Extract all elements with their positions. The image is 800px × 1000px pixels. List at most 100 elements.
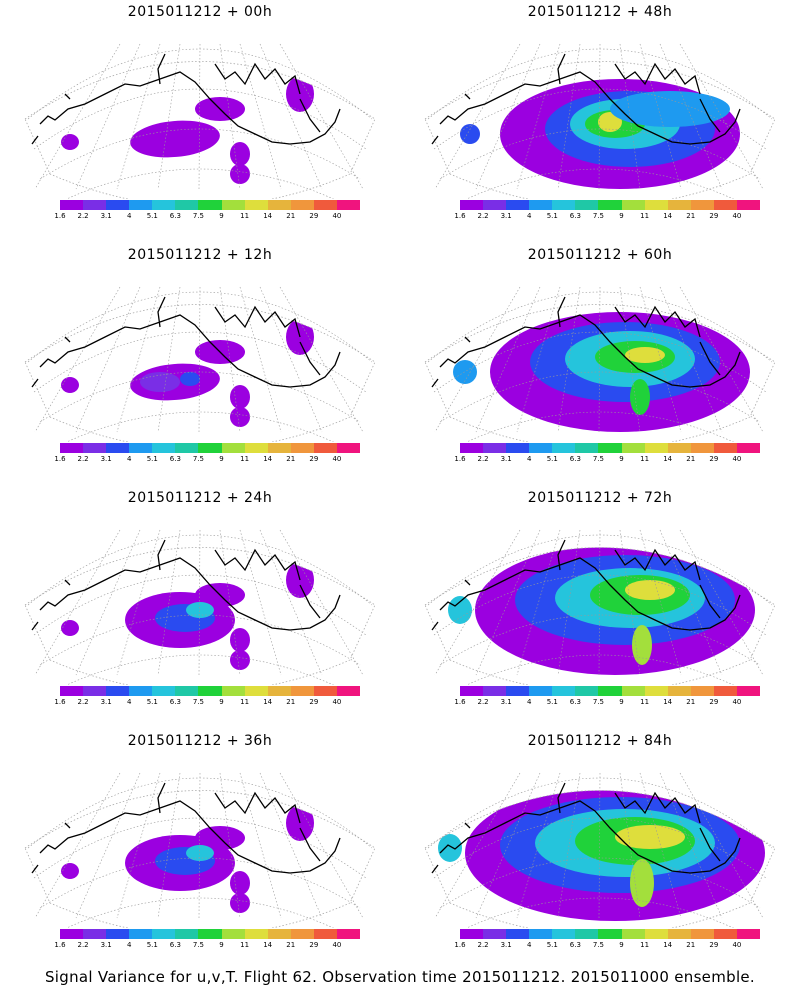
colorbar-tick-label: 14 bbox=[663, 455, 673, 463]
colorbar-swatch bbox=[736, 929, 761, 939]
colorbar-tick-label: 5.1 bbox=[546, 941, 558, 949]
coastline bbox=[31, 296, 341, 388]
panel-title: 2015011212 + 48h bbox=[527, 4, 673, 20]
colorbar-swatch bbox=[644, 200, 668, 210]
colorbar-swatch bbox=[598, 200, 622, 210]
panel-title: 2015011212 + 24h bbox=[127, 490, 273, 506]
colorbar-swatch bbox=[152, 929, 176, 939]
colorbar-swatch bbox=[336, 686, 361, 696]
colorbar-tick-label: 14 bbox=[263, 455, 273, 463]
colorbar-swatch bbox=[106, 200, 130, 210]
colorbar-tick-label: 7.5 bbox=[592, 455, 605, 463]
colorbar-swatch bbox=[598, 686, 622, 696]
map-field bbox=[424, 529, 776, 685]
colorbar-swatch bbox=[483, 929, 507, 939]
colorbar-tick-label: 3.1 bbox=[100, 455, 112, 463]
map-field bbox=[24, 529, 376, 685]
colorbar-tick-label: 9 bbox=[219, 455, 224, 463]
colorbar-swatch bbox=[175, 686, 199, 696]
colorbar-swatch bbox=[290, 686, 314, 696]
colorbar-tick-label: 21 bbox=[686, 698, 696, 706]
colorbar-swatch bbox=[175, 443, 199, 453]
colorbar-swatch bbox=[460, 686, 484, 696]
colorbar-tick-label: 1.6 bbox=[54, 212, 66, 220]
graticule bbox=[427, 772, 773, 928]
field-contour bbox=[61, 134, 79, 150]
colorbar-tick-label: 4 bbox=[126, 212, 132, 220]
graticule bbox=[427, 286, 773, 442]
colorbar-tick-label: 4 bbox=[126, 698, 132, 706]
colorbar-tick-label: 4 bbox=[526, 941, 532, 949]
colorbar-tick-label: 2.2 bbox=[77, 698, 89, 706]
colorbar-tick-label: 40 bbox=[332, 212, 342, 220]
panel-title: 2015011212 + 84h bbox=[527, 733, 673, 749]
colorbar-labels: 1.6 2.2 3.1 4 5.1 6.3 7.5 9 11 14 21 29 40 bbox=[54, 212, 360, 222]
colorbar-swatch bbox=[460, 929, 484, 939]
colorbar-swatch bbox=[336, 929, 361, 939]
colorbar-swatch bbox=[313, 200, 337, 210]
field-contour bbox=[230, 628, 250, 652]
field-contour bbox=[230, 385, 250, 409]
colorbar-tick-label: 40 bbox=[732, 941, 742, 949]
coastline bbox=[431, 296, 741, 388]
field-contour bbox=[230, 871, 250, 895]
colorbar-labels: 1.6 2.2 3.1 4 5.1 6.3 7.5 9 11 14 21 29 40 bbox=[54, 698, 360, 708]
colorbar-swatch bbox=[644, 686, 668, 696]
field-contour bbox=[130, 120, 220, 158]
graticule bbox=[27, 286, 373, 442]
colorbar-swatch bbox=[529, 443, 553, 453]
field-contour bbox=[453, 360, 477, 384]
colorbar-tick-label: 40 bbox=[732, 455, 742, 463]
colorbar-swatch bbox=[690, 929, 714, 939]
colorbar-swatch bbox=[713, 686, 737, 696]
colorbar-swatch bbox=[198, 929, 222, 939]
field-contour bbox=[61, 863, 79, 879]
panel-title: 2015011212 + 60h bbox=[527, 247, 673, 263]
colorbar-swatch bbox=[575, 686, 599, 696]
colorbar-tick-label: 11 bbox=[240, 455, 250, 463]
colorbar-swatch bbox=[129, 686, 153, 696]
field-contour bbox=[632, 625, 652, 665]
colorbar-swatch bbox=[667, 200, 691, 210]
colorbar-tick-label: 29 bbox=[309, 455, 319, 463]
colorbar bbox=[460, 929, 761, 939]
colorbar-tick-label: 2.2 bbox=[77, 212, 89, 220]
coastline bbox=[431, 53, 741, 145]
colorbar-swatch bbox=[198, 200, 222, 210]
map-field bbox=[24, 772, 376, 928]
colorbar-tick-label: 7.5 bbox=[192, 941, 205, 949]
colorbar bbox=[60, 443, 361, 453]
colorbar-swatch bbox=[198, 443, 222, 453]
colorbar-swatch bbox=[221, 443, 245, 453]
colorbar-tick-label: 7.5 bbox=[192, 698, 205, 706]
map-panel: 2015011212 + 24h 1.6 2.2 3.1 4 5.1 6.3 7.5 9 11 14… bbox=[0, 486, 400, 729]
colorbar-swatch bbox=[336, 443, 361, 453]
colorbar-swatch bbox=[506, 200, 530, 210]
colorbar-tick-label: 40 bbox=[332, 698, 342, 706]
map-panel: 2015011212 + 84h 1.6 2.2 3.1 4 5.1 6.3 7.5 9 11 14… bbox=[400, 729, 800, 972]
colorbar-tick-label: 29 bbox=[309, 212, 319, 220]
colorbar-labels: 1.6 2.2 3.1 4 5.1 6.3 7.5 9 11 14 21 29 40 bbox=[54, 455, 360, 465]
colorbar-swatch bbox=[83, 200, 107, 210]
colorbar-tick-label: 29 bbox=[709, 212, 719, 220]
panel-title: 2015011212 + 12h bbox=[127, 247, 273, 263]
colorbar-swatch bbox=[267, 200, 291, 210]
colorbar-tick-label: 5.1 bbox=[146, 455, 158, 463]
colorbar-tick-label: 9 bbox=[619, 212, 624, 220]
coastline bbox=[431, 782, 741, 874]
colorbar-swatch bbox=[483, 686, 507, 696]
panel-title: 2015011212 + 72h bbox=[527, 490, 673, 506]
colorbar-swatch bbox=[713, 929, 737, 939]
coastline bbox=[31, 539, 341, 631]
graticule bbox=[27, 772, 373, 928]
colorbar-swatch bbox=[598, 929, 622, 939]
colorbar-swatch bbox=[336, 200, 361, 210]
colorbar-tick-label: 1.6 bbox=[54, 941, 66, 949]
colorbar-swatch bbox=[152, 200, 176, 210]
colorbar-swatch bbox=[60, 929, 84, 939]
colorbar-swatch bbox=[198, 686, 222, 696]
map-field bbox=[424, 286, 776, 442]
colorbar-tick-label: 40 bbox=[732, 698, 742, 706]
colorbar-tick-label: 1.6 bbox=[454, 941, 466, 949]
field-contour bbox=[460, 124, 480, 144]
